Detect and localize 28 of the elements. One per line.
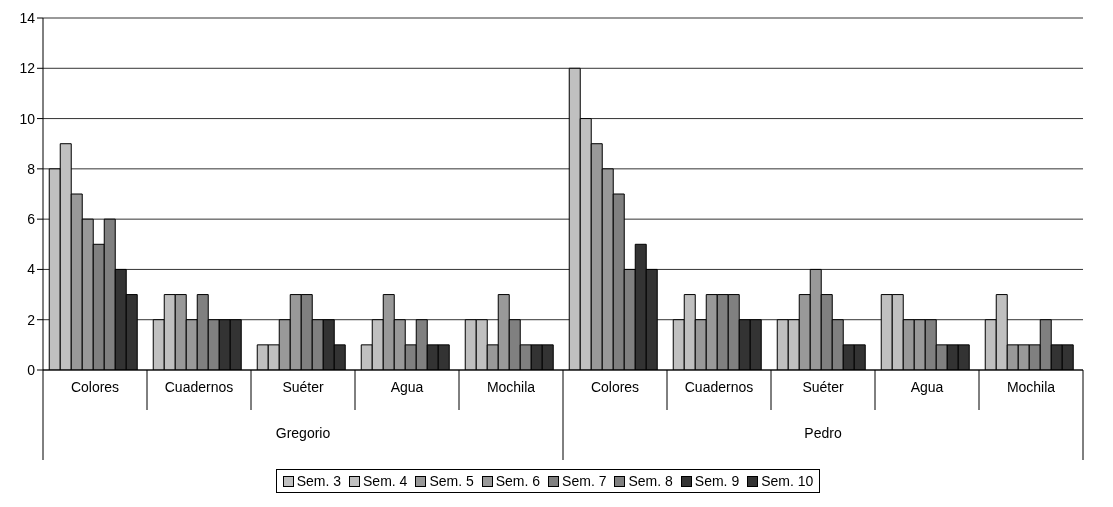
legend-label: Sem. 9 — [694, 473, 740, 489]
legend-label: Sem. 3 — [296, 473, 342, 489]
y-tick-label: 14 — [19, 9, 36, 26]
y-tick-label: 10 — [19, 110, 36, 127]
x-tick-label: Suéter — [802, 379, 844, 395]
text: Pedro — [804, 425, 842, 441]
legend-label: Sem. 8 — [628, 473, 673, 489]
x-tick-label: Cuadernos — [164, 379, 234, 395]
x-tick-label: Agua — [390, 379, 424, 395]
legend-label: Sem. 10 — [761, 473, 814, 489]
y-tick-label: 4 — [27, 261, 36, 278]
x-tick-label: Cuadernos — [684, 379, 754, 395]
legend-label: Sem. 5 — [429, 473, 474, 489]
x-tick-label: Suéter — [282, 379, 324, 395]
y-tick-label: 6 — [27, 211, 36, 228]
y-tick-label: 8 — [27, 160, 36, 177]
x-tick-label: Colores — [590, 379, 640, 395]
legend-label: Sem. 4 — [363, 473, 408, 489]
x-tick-label: Mochila — [486, 379, 536, 395]
y-tick-label: 0 — [27, 361, 36, 378]
x-tick-label: Colores — [70, 379, 120, 395]
x-tick-label: Mochila — [1006, 379, 1056, 395]
legend-label: Sem. 6 — [495, 473, 541, 489]
legend-label: Sem. 7 — [562, 473, 607, 489]
text: Gregorio — [275, 425, 331, 441]
y-tick-label: 12 — [19, 60, 36, 77]
x-tick-label: Agua — [910, 379, 944, 395]
y-tick-label: 2 — [27, 311, 36, 328]
